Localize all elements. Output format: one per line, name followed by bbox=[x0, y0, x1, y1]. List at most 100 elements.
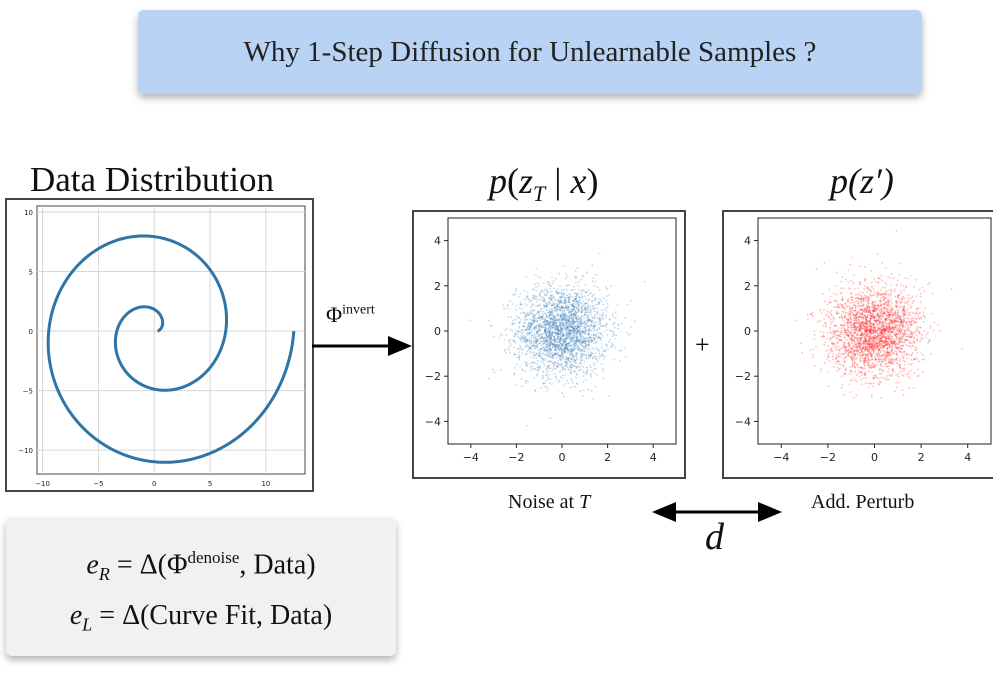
noise-point bbox=[559, 285, 561, 288]
noise-point bbox=[575, 339, 577, 342]
perturb-point bbox=[869, 359, 871, 362]
perturb-point bbox=[827, 349, 830, 352]
perturb-point bbox=[891, 369, 894, 372]
perturb-point bbox=[887, 354, 890, 356]
noise-point bbox=[555, 324, 557, 327]
noise-point bbox=[559, 325, 562, 328]
noise-point bbox=[611, 343, 614, 346]
noise-point bbox=[551, 319, 554, 321]
noise-point bbox=[526, 304, 528, 307]
noise-point bbox=[569, 323, 572, 326]
noise-point bbox=[559, 376, 562, 378]
noise-point bbox=[575, 306, 577, 309]
noise-point bbox=[539, 348, 542, 350]
perturb-point bbox=[843, 393, 845, 396]
noise-point bbox=[554, 352, 557, 355]
perturb-point bbox=[897, 375, 900, 378]
perturb-point bbox=[837, 368, 840, 371]
noise-point bbox=[570, 366, 573, 369]
noise-point bbox=[572, 339, 575, 342]
noise-point bbox=[574, 292, 577, 295]
perturb-point bbox=[868, 345, 871, 348]
noise-point bbox=[556, 327, 558, 330]
noise-point bbox=[569, 348, 572, 351]
noise-point bbox=[582, 341, 584, 343]
perturb-point bbox=[909, 306, 912, 309]
noise-point bbox=[507, 346, 510, 348]
noise-point bbox=[524, 379, 527, 382]
noise-point bbox=[563, 340, 566, 343]
noise-point bbox=[575, 339, 577, 342]
perturb-point bbox=[847, 341, 850, 344]
noise-point bbox=[530, 299, 533, 302]
noise-point bbox=[573, 312, 576, 315]
perturb-point bbox=[830, 341, 833, 343]
perturb-point bbox=[860, 353, 863, 356]
perturb-point bbox=[862, 292, 865, 294]
perturb-point bbox=[909, 333, 912, 335]
perturb-point bbox=[844, 311, 846, 313]
noise-point bbox=[536, 359, 539, 362]
noise-point bbox=[564, 324, 567, 327]
noise-point bbox=[573, 312, 575, 315]
noise-point bbox=[602, 303, 604, 306]
noise-point bbox=[584, 314, 586, 316]
noise-point bbox=[574, 321, 577, 324]
noise-point bbox=[534, 362, 537, 365]
noise-point bbox=[553, 320, 556, 323]
perturb-point bbox=[893, 319, 896, 322]
noise-point bbox=[520, 333, 523, 335]
perturb-point bbox=[883, 281, 886, 284]
perturb-point bbox=[878, 347, 881, 350]
perturb-point bbox=[869, 317, 872, 320]
noise-point bbox=[540, 325, 542, 328]
noise-point bbox=[555, 356, 558, 359]
perturb-point bbox=[900, 350, 902, 353]
noise-point bbox=[588, 319, 591, 322]
perturb-point bbox=[905, 314, 908, 317]
perturb-point bbox=[840, 324, 842, 327]
noise-point bbox=[570, 316, 572, 319]
perturb-point bbox=[912, 345, 915, 347]
perturb-point bbox=[880, 324, 883, 327]
noise-point bbox=[552, 331, 555, 334]
perturb-point bbox=[843, 321, 846, 323]
noise-point bbox=[598, 289, 601, 291]
noise-point bbox=[570, 338, 572, 340]
noise-point bbox=[578, 341, 580, 343]
noise-point bbox=[538, 368, 540, 371]
noise-point bbox=[555, 362, 558, 364]
perturb-point bbox=[825, 349, 827, 352]
noise-point bbox=[589, 348, 591, 351]
perturb-point bbox=[859, 325, 862, 328]
perturb-point bbox=[885, 323, 888, 325]
perturb-point bbox=[828, 315, 830, 318]
noise-point bbox=[536, 330, 539, 333]
noise-point bbox=[601, 350, 604, 353]
noise-point bbox=[548, 321, 551, 324]
noise-point bbox=[565, 343, 568, 346]
perturb-point bbox=[826, 338, 829, 340]
perturb-point bbox=[925, 333, 928, 336]
noise-point bbox=[528, 333, 530, 336]
perturb-point bbox=[861, 315, 864, 318]
perturb-point bbox=[900, 328, 903, 331]
noise-point bbox=[563, 299, 566, 302]
noise-point bbox=[562, 318, 564, 320]
perturb-point bbox=[914, 346, 917, 349]
noise-point bbox=[576, 331, 579, 334]
perturb-point bbox=[907, 328, 910, 331]
perturb-point bbox=[878, 377, 880, 380]
noise-point bbox=[557, 348, 560, 350]
spiral-x-tick-label: 0 bbox=[152, 480, 156, 488]
perturb-point bbox=[855, 329, 858, 332]
perturb-point bbox=[903, 350, 906, 353]
perturb-point bbox=[894, 390, 896, 393]
noise-point bbox=[515, 329, 518, 332]
noise-point bbox=[550, 298, 552, 301]
noise-point bbox=[575, 295, 578, 298]
noise-point bbox=[573, 312, 576, 315]
noise-point bbox=[588, 309, 590, 311]
noise-point bbox=[544, 319, 546, 322]
noise-point bbox=[605, 311, 608, 313]
